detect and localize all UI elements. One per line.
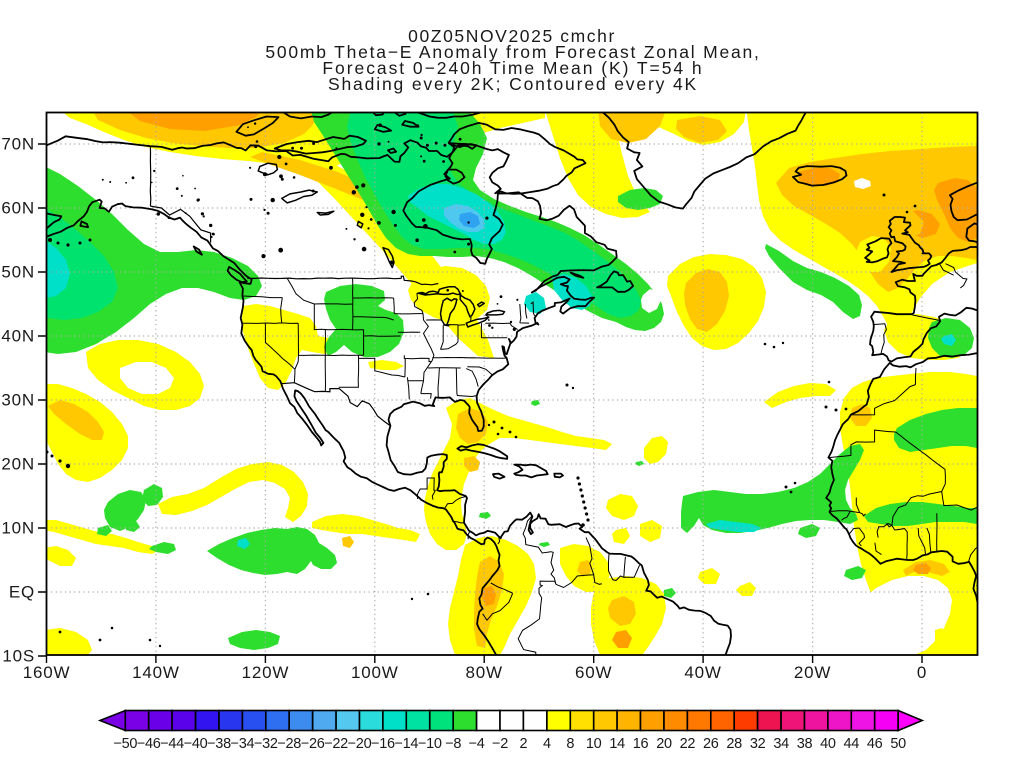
svg-text:−22: −22 — [324, 736, 348, 752]
svg-text:34: 34 — [773, 736, 789, 752]
svg-text:0: 0 — [917, 663, 927, 682]
svg-text:500mb Theta−E Anomaly from For: 500mb Theta−E Anomaly from Forecast Zona… — [265, 42, 760, 62]
svg-text:−50: −50 — [113, 736, 137, 752]
svg-text:44: 44 — [844, 736, 860, 752]
svg-text:−44: −44 — [160, 736, 184, 752]
svg-text:−40: −40 — [184, 736, 208, 752]
svg-text:−26: −26 — [301, 736, 325, 752]
svg-text:26: 26 — [703, 736, 719, 752]
svg-text:40N: 40N — [1, 327, 35, 346]
svg-text:Forecast 0−240h Time Mean (K): Forecast 0−240h Time Mean (K) T=54 h — [322, 58, 703, 78]
svg-text:80W: 80W — [466, 663, 503, 682]
svg-text:140W: 140W — [132, 663, 180, 682]
svg-text:2: 2 — [520, 736, 528, 752]
svg-text:00Z05NOV2025 cmchr: 00Z05NOV2025 cmchr — [408, 26, 616, 46]
svg-text:160W: 160W — [23, 663, 71, 682]
svg-text:−32: −32 — [254, 736, 278, 752]
svg-text:−10: −10 — [418, 736, 442, 752]
svg-text:100W: 100W — [351, 663, 399, 682]
svg-text:Shading every 2K; Contoured ev: Shading every 2K; Contoured every 4K — [328, 74, 698, 94]
svg-text:−4: −4 — [469, 736, 485, 752]
svg-text:38: 38 — [797, 736, 813, 752]
svg-text:120W: 120W — [242, 663, 290, 682]
svg-text:20: 20 — [656, 736, 672, 752]
svg-text:60N: 60N — [1, 199, 35, 218]
svg-text:−34: −34 — [231, 736, 255, 752]
svg-text:−2: −2 — [492, 736, 508, 752]
svg-text:−14: −14 — [394, 736, 418, 752]
svg-text:EQ: EQ — [9, 583, 35, 602]
svg-text:10: 10 — [586, 736, 602, 752]
svg-text:10S: 10S — [2, 647, 35, 666]
svg-text:60W: 60W — [575, 663, 612, 682]
svg-text:22: 22 — [680, 736, 696, 752]
svg-text:40W: 40W — [684, 663, 721, 682]
svg-text:50: 50 — [890, 736, 906, 752]
svg-text:16: 16 — [633, 736, 649, 752]
svg-text:50N: 50N — [1, 263, 35, 282]
svg-text:−28: −28 — [277, 736, 301, 752]
svg-text:8: 8 — [566, 736, 574, 752]
svg-text:−46: −46 — [137, 736, 161, 752]
svg-text:46: 46 — [867, 736, 883, 752]
svg-text:32: 32 — [750, 736, 766, 752]
svg-text:28: 28 — [726, 736, 742, 752]
svg-text:−16: −16 — [371, 736, 395, 752]
svg-text:−8: −8 — [445, 736, 461, 752]
svg-text:10N: 10N — [1, 519, 35, 538]
svg-text:30N: 30N — [1, 391, 35, 410]
svg-text:−38: −38 — [207, 736, 231, 752]
svg-text:40: 40 — [820, 736, 836, 752]
svg-text:−20: −20 — [348, 736, 372, 752]
svg-text:20W: 20W — [794, 663, 831, 682]
svg-text:20N: 20N — [1, 455, 35, 474]
svg-text:70N: 70N — [1, 135, 35, 154]
svg-text:4: 4 — [543, 736, 551, 752]
svg-text:14: 14 — [609, 736, 625, 752]
